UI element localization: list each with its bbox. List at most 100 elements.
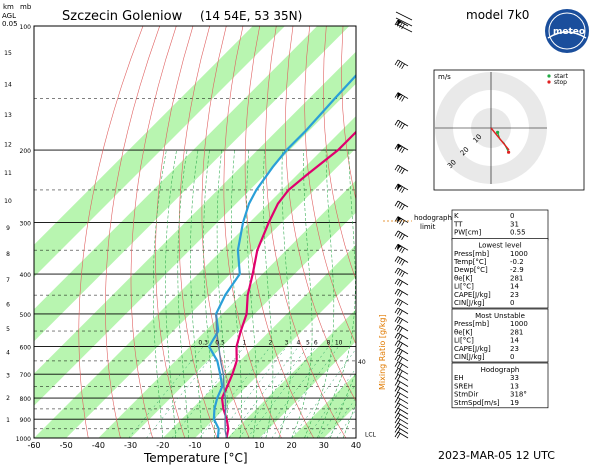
background-lines xyxy=(34,26,356,438)
dry-adiabat xyxy=(265,26,347,438)
stat-hodo-label: StmDir xyxy=(454,391,478,399)
stat-lowest-label: Temp[°C] xyxy=(453,258,487,266)
moist-adiabat xyxy=(177,149,189,438)
legend-start-marker xyxy=(547,74,551,78)
km-tick-label: 4 xyxy=(6,349,10,356)
km-tick-label: 2 xyxy=(6,395,10,402)
moist-adiabat xyxy=(246,149,257,438)
x-axis-title: Temperature [°C] xyxy=(143,451,248,465)
dry-adiabat xyxy=(178,26,218,438)
wind-barb xyxy=(394,391,409,399)
isotherm-bands xyxy=(34,26,356,438)
pressure-tick-label: 300 xyxy=(20,221,32,228)
mixing-ratio-line xyxy=(146,346,221,438)
pressure-tick-label: 200 xyxy=(20,148,32,155)
x-tick-label: 40 xyxy=(351,441,361,450)
pressure-tick-label: 100 xyxy=(20,24,32,31)
stat-lowest-value: 0 xyxy=(510,299,514,307)
mixing-ratio-line xyxy=(229,346,299,438)
lowest-level-title: Lowest level xyxy=(478,242,521,250)
legend-stop-marker xyxy=(547,80,551,84)
mixing-ratio-line xyxy=(199,346,271,438)
wind-barb xyxy=(394,354,409,363)
wind-barb xyxy=(394,59,409,70)
wind-barb xyxy=(394,422,409,430)
stat-top-label: K xyxy=(454,212,459,220)
wind-barb xyxy=(394,307,409,316)
upper-barb xyxy=(395,17,413,27)
pressure-tick-label: 400 xyxy=(20,272,32,279)
moist-adiabat xyxy=(342,403,356,438)
km-tick-label: 10 xyxy=(4,198,12,205)
mixing-ratio-line xyxy=(128,346,204,438)
parcel-profile xyxy=(215,313,228,438)
most-unstable-title: Most Unstable xyxy=(475,312,525,320)
hodograph-stats-title: Hodograph xyxy=(481,366,520,374)
wind-barb xyxy=(394,402,409,410)
moist-adiabat xyxy=(231,149,242,438)
stat-lowest-label: θe[K] xyxy=(454,274,473,282)
km-tick-label: 13 xyxy=(4,112,12,119)
agl-label: AGL xyxy=(2,12,16,20)
stat-lowest-value: 14 xyxy=(510,283,519,291)
stat-top-value: 31 xyxy=(510,220,519,228)
logo-ring xyxy=(548,12,586,50)
x-tick-label: 30 xyxy=(319,441,329,450)
pressure-tick-label: 800 xyxy=(20,396,32,403)
km-tick-label: 9 xyxy=(6,225,10,232)
km-tick-label: 14 xyxy=(4,81,12,88)
stat-lowest-label: Dewp[°C] xyxy=(454,266,488,274)
logo-text: meteo xyxy=(553,27,585,37)
hodograph-limit-label-1: hodograph xyxy=(414,214,452,222)
dry-adiabat xyxy=(304,26,356,345)
moist-adiabat xyxy=(152,149,167,438)
wind-barb xyxy=(394,361,409,370)
stats-hodo-box xyxy=(451,362,549,409)
stat-lowest-value: 1000 xyxy=(510,250,528,258)
wind-barbs xyxy=(394,11,413,439)
dry-adiabat xyxy=(323,26,356,281)
wind-barb xyxy=(394,230,409,241)
mixing-ratio-line xyxy=(239,346,309,438)
stat-top-label: PW[cm] xyxy=(454,229,482,237)
station-coords: (14 54E, 53 35N) xyxy=(200,9,302,23)
hodograph-ring-label: 10 xyxy=(471,133,483,145)
stat-mu-label: Press[mb] xyxy=(454,320,489,328)
mixing-ratio-line xyxy=(291,348,356,438)
wind-barb xyxy=(394,427,409,434)
isotherm-band xyxy=(34,116,356,438)
dry-adiabat xyxy=(130,26,177,438)
dewpoint-profile xyxy=(207,73,356,438)
dry-adiabat xyxy=(244,26,314,438)
stat-hodo-value: 33 xyxy=(510,374,519,382)
wind-barb xyxy=(394,374,409,381)
plot-frame xyxy=(33,25,357,439)
isotherm-band xyxy=(34,26,350,342)
wind-barb xyxy=(394,340,409,349)
temperature-profile xyxy=(220,130,356,438)
mixing-ratio-label: 0.5 xyxy=(215,340,225,347)
dry-adiabat xyxy=(78,26,144,438)
wind-barb xyxy=(394,19,409,30)
logo-swoosh xyxy=(547,31,587,39)
legend-start-label: start xyxy=(554,73,569,80)
stat-lowest-label: Press[mb] xyxy=(454,250,489,258)
valid-time: 2023-MAR-05 12 UTC xyxy=(438,449,555,462)
mixing-ratio-label: 2 xyxy=(269,340,273,347)
mixing-ratio-line xyxy=(328,397,356,438)
mixing-ratio-title: Mixing Ratio [g/kg] xyxy=(378,314,387,390)
agl-value: 0.05 xyxy=(2,20,18,28)
wind-barb xyxy=(394,386,409,393)
pressure-tick-label: 900 xyxy=(20,417,32,424)
stat-mu-value: 281 xyxy=(510,328,523,336)
stat-lowest-label: CIN[J/kg] xyxy=(454,299,485,307)
wind-barb xyxy=(394,267,409,278)
dry-adiabat xyxy=(155,26,194,438)
mixing-ratio-label: 0.3 xyxy=(198,340,208,347)
wind-barb xyxy=(394,243,409,254)
dry-adiabat xyxy=(201,26,250,438)
wind-barb xyxy=(394,417,409,425)
